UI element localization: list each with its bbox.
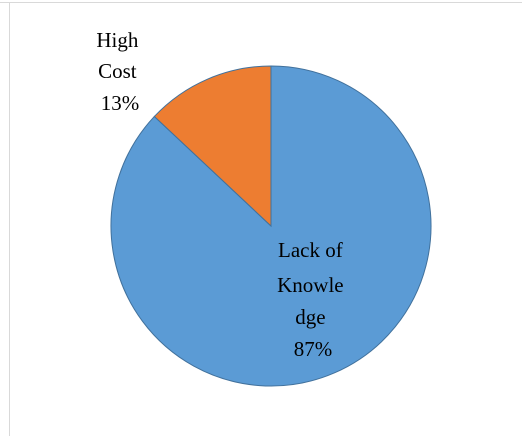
pie-slice-high-cost [153,65,272,228]
slice-label-line: Cost [98,59,137,83]
pie-slices [110,65,432,387]
slice-label-line: Lack of [278,238,343,262]
slice-label-line: Knowle [277,273,344,297]
slice-label-line: dge [295,305,325,329]
chart-frame-top-border [0,2,522,3]
slice-label-percent: 87% [294,337,333,361]
slice-label-high-cost: High Cost 13% [96,28,143,115]
chart-frame-left-border [9,2,10,436]
slice-label-percent: 13% [101,91,140,115]
slice-label-line: High [96,28,139,52]
slice-label-lack-of-knowledge: Lack of Knowle dge 87% [277,238,349,361]
